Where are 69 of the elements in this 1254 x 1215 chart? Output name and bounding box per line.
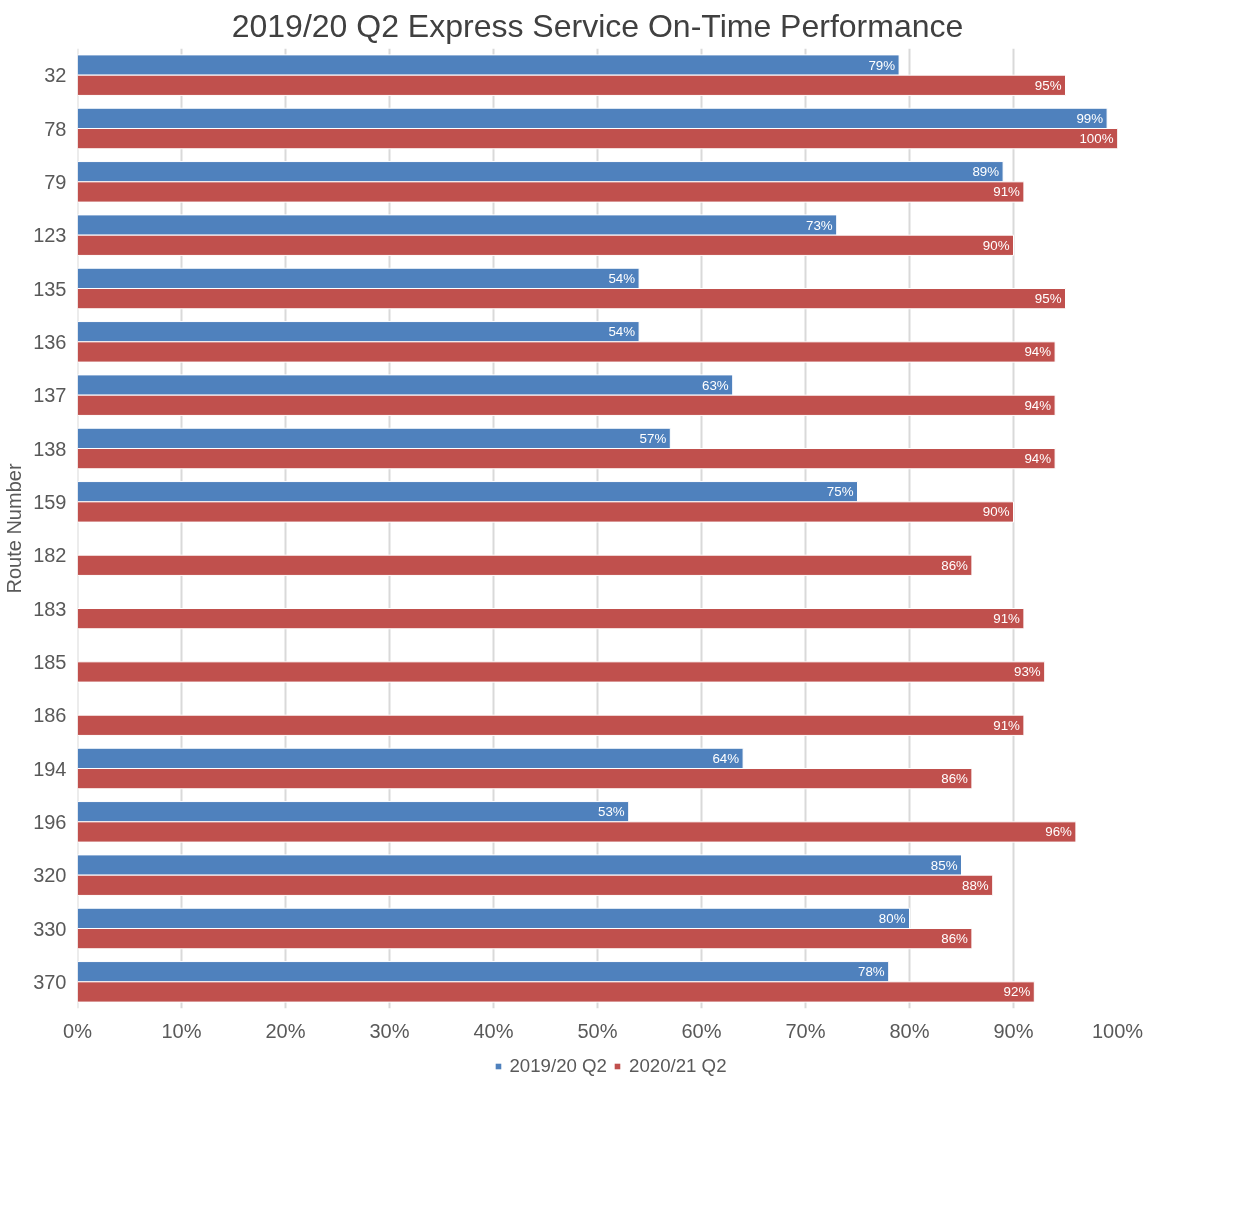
- y-tick-label: 185: [33, 650, 67, 673]
- data-label: 100%: [1079, 131, 1114, 147]
- x-tick-label: 90%: [993, 1019, 1034, 1042]
- y-tick-label: 136: [33, 330, 67, 353]
- x-tick-label: 10%: [161, 1019, 202, 1042]
- data-label: 86%: [941, 557, 969, 573]
- data-label: 85%: [930, 857, 958, 873]
- x-tick-label: 30%: [369, 1019, 410, 1042]
- bar: [77, 714, 1025, 736]
- data-label: 93%: [1014, 664, 1041, 680]
- data-label: 99%: [1076, 110, 1104, 126]
- data-label: 89%: [972, 164, 1000, 180]
- x-tick-label: 100%: [1091, 1019, 1144, 1042]
- data-label: 91%: [993, 611, 1021, 627]
- data-label: 73%: [806, 217, 833, 233]
- y-tick-label: 137: [33, 384, 67, 407]
- y-tick-label: 123: [33, 224, 67, 247]
- y-tick-label: 320: [33, 864, 67, 887]
- data-label: 90%: [982, 504, 1010, 520]
- legend-label: 2019/20 Q2: [509, 1055, 607, 1077]
- y-tick-label: 135: [33, 277, 67, 300]
- data-label: 90%: [982, 237, 1010, 253]
- bar: [77, 554, 973, 576]
- data-label: 95%: [1034, 77, 1062, 93]
- y-tick-label: 182: [33, 544, 67, 567]
- legend-label: 2020/21 Q2: [629, 1055, 727, 1077]
- x-tick-label: 40%: [473, 1019, 514, 1042]
- data-label: 88%: [962, 877, 989, 893]
- data-label: 54%: [608, 270, 636, 286]
- y-tick-label: 138: [33, 437, 67, 460]
- x-tick-label: 70%: [785, 1019, 826, 1042]
- data-label: 86%: [941, 771, 969, 787]
- y-tick-label: 159: [33, 490, 67, 513]
- data-label: 96%: [1045, 824, 1073, 840]
- data-label: 64%: [712, 750, 740, 766]
- y-tick-label: 370: [33, 970, 67, 993]
- data-label: 63%: [702, 377, 729, 393]
- y-tick-label: 330: [33, 917, 67, 940]
- data-label: 94%: [1024, 397, 1052, 413]
- x-tick-label: 50%: [577, 1019, 618, 1042]
- y-axis-title: Route Number: [3, 463, 26, 594]
- y-tick-label: 186: [33, 704, 67, 727]
- y-tick-label: 79: [44, 170, 67, 193]
- data-label: 94%: [1024, 451, 1052, 467]
- x-tick-label: 60%: [681, 1019, 722, 1042]
- data-label: 53%: [598, 804, 625, 820]
- data-label: 86%: [941, 931, 969, 947]
- y-tick-label: 183: [33, 597, 67, 620]
- y-tick-label: 32: [44, 64, 67, 87]
- y-tick-label: 196: [33, 810, 67, 833]
- x-tick-label: 80%: [889, 1019, 930, 1042]
- data-label: 80%: [878, 910, 906, 926]
- y-tick-label: 194: [33, 757, 67, 780]
- data-label: 91%: [993, 184, 1021, 200]
- data-label: 95%: [1034, 291, 1062, 307]
- data-label: 79%: [868, 57, 896, 73]
- y-tick-label: 78: [44, 117, 67, 140]
- bar: [77, 661, 1046, 683]
- data-label: 92%: [1003, 984, 1031, 1000]
- x-tick-label: 20%: [265, 1019, 306, 1042]
- data-label: 54%: [608, 324, 636, 340]
- data-label: 94%: [1024, 344, 1052, 360]
- data-label: 57%: [639, 430, 667, 446]
- data-label: 78%: [858, 964, 885, 980]
- chart-title: 2019/20 Q2 Express Service On-Time Performance: [231, 7, 964, 44]
- x-tick-label: 0%: [63, 1019, 93, 1042]
- data-label: 75%: [826, 484, 854, 500]
- bar: [77, 608, 1025, 630]
- data-label: 91%: [993, 717, 1021, 733]
